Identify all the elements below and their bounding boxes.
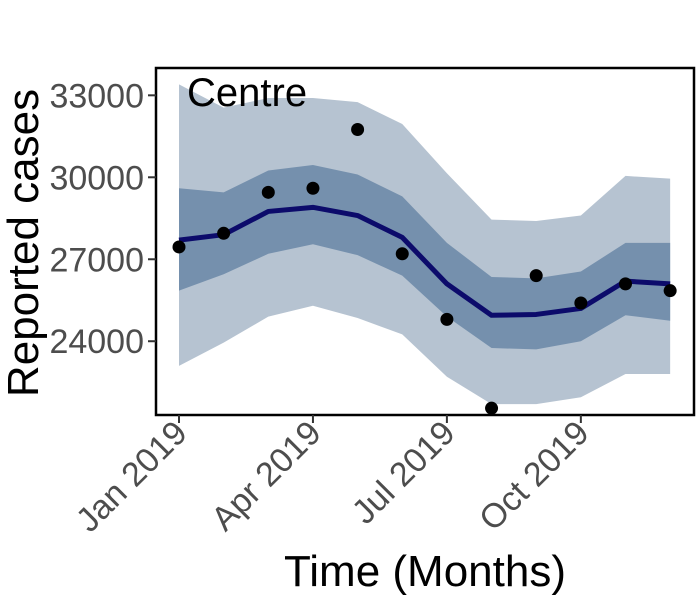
observed-point (172, 240, 186, 254)
observed-point (261, 185, 275, 199)
y-tick-label: 24000 (49, 323, 144, 361)
x-tick-label: Oct 2019 (472, 414, 596, 538)
observed-point (306, 181, 320, 195)
points-layer (172, 122, 677, 415)
observed-point (529, 269, 543, 283)
panel-title: Centre (187, 71, 307, 115)
y-axis: 24000 27000 30000 33000 (49, 77, 156, 361)
observed-point (663, 284, 677, 298)
median-line-layer (178, 204, 671, 318)
observed-point (485, 401, 499, 415)
observed-point (574, 296, 588, 310)
observed-point (351, 122, 365, 136)
y-tick-label: 33000 (49, 77, 144, 115)
x-tick-label: Apr 2019 (204, 414, 328, 538)
observed-point (619, 277, 632, 291)
x-axis-title: Time (Months) (284, 547, 566, 596)
x-axis: Jan 2019 Apr 2019 Jul 2019 Oct 2019 (69, 414, 597, 540)
observed-point (440, 312, 454, 326)
observed-point (395, 247, 409, 261)
plot-panel-border (154, 66, 696, 417)
y-tick-label: 30000 (49, 159, 144, 197)
x-tick-label: Jul 2019 (345, 414, 463, 532)
y-tick-label: 27000 (49, 241, 144, 279)
observed-point (217, 226, 231, 240)
y-axis-title: Reported cases (0, 89, 48, 397)
x-tick-label: Jan 2019 (69, 414, 195, 540)
median-series-line (178, 204, 671, 318)
